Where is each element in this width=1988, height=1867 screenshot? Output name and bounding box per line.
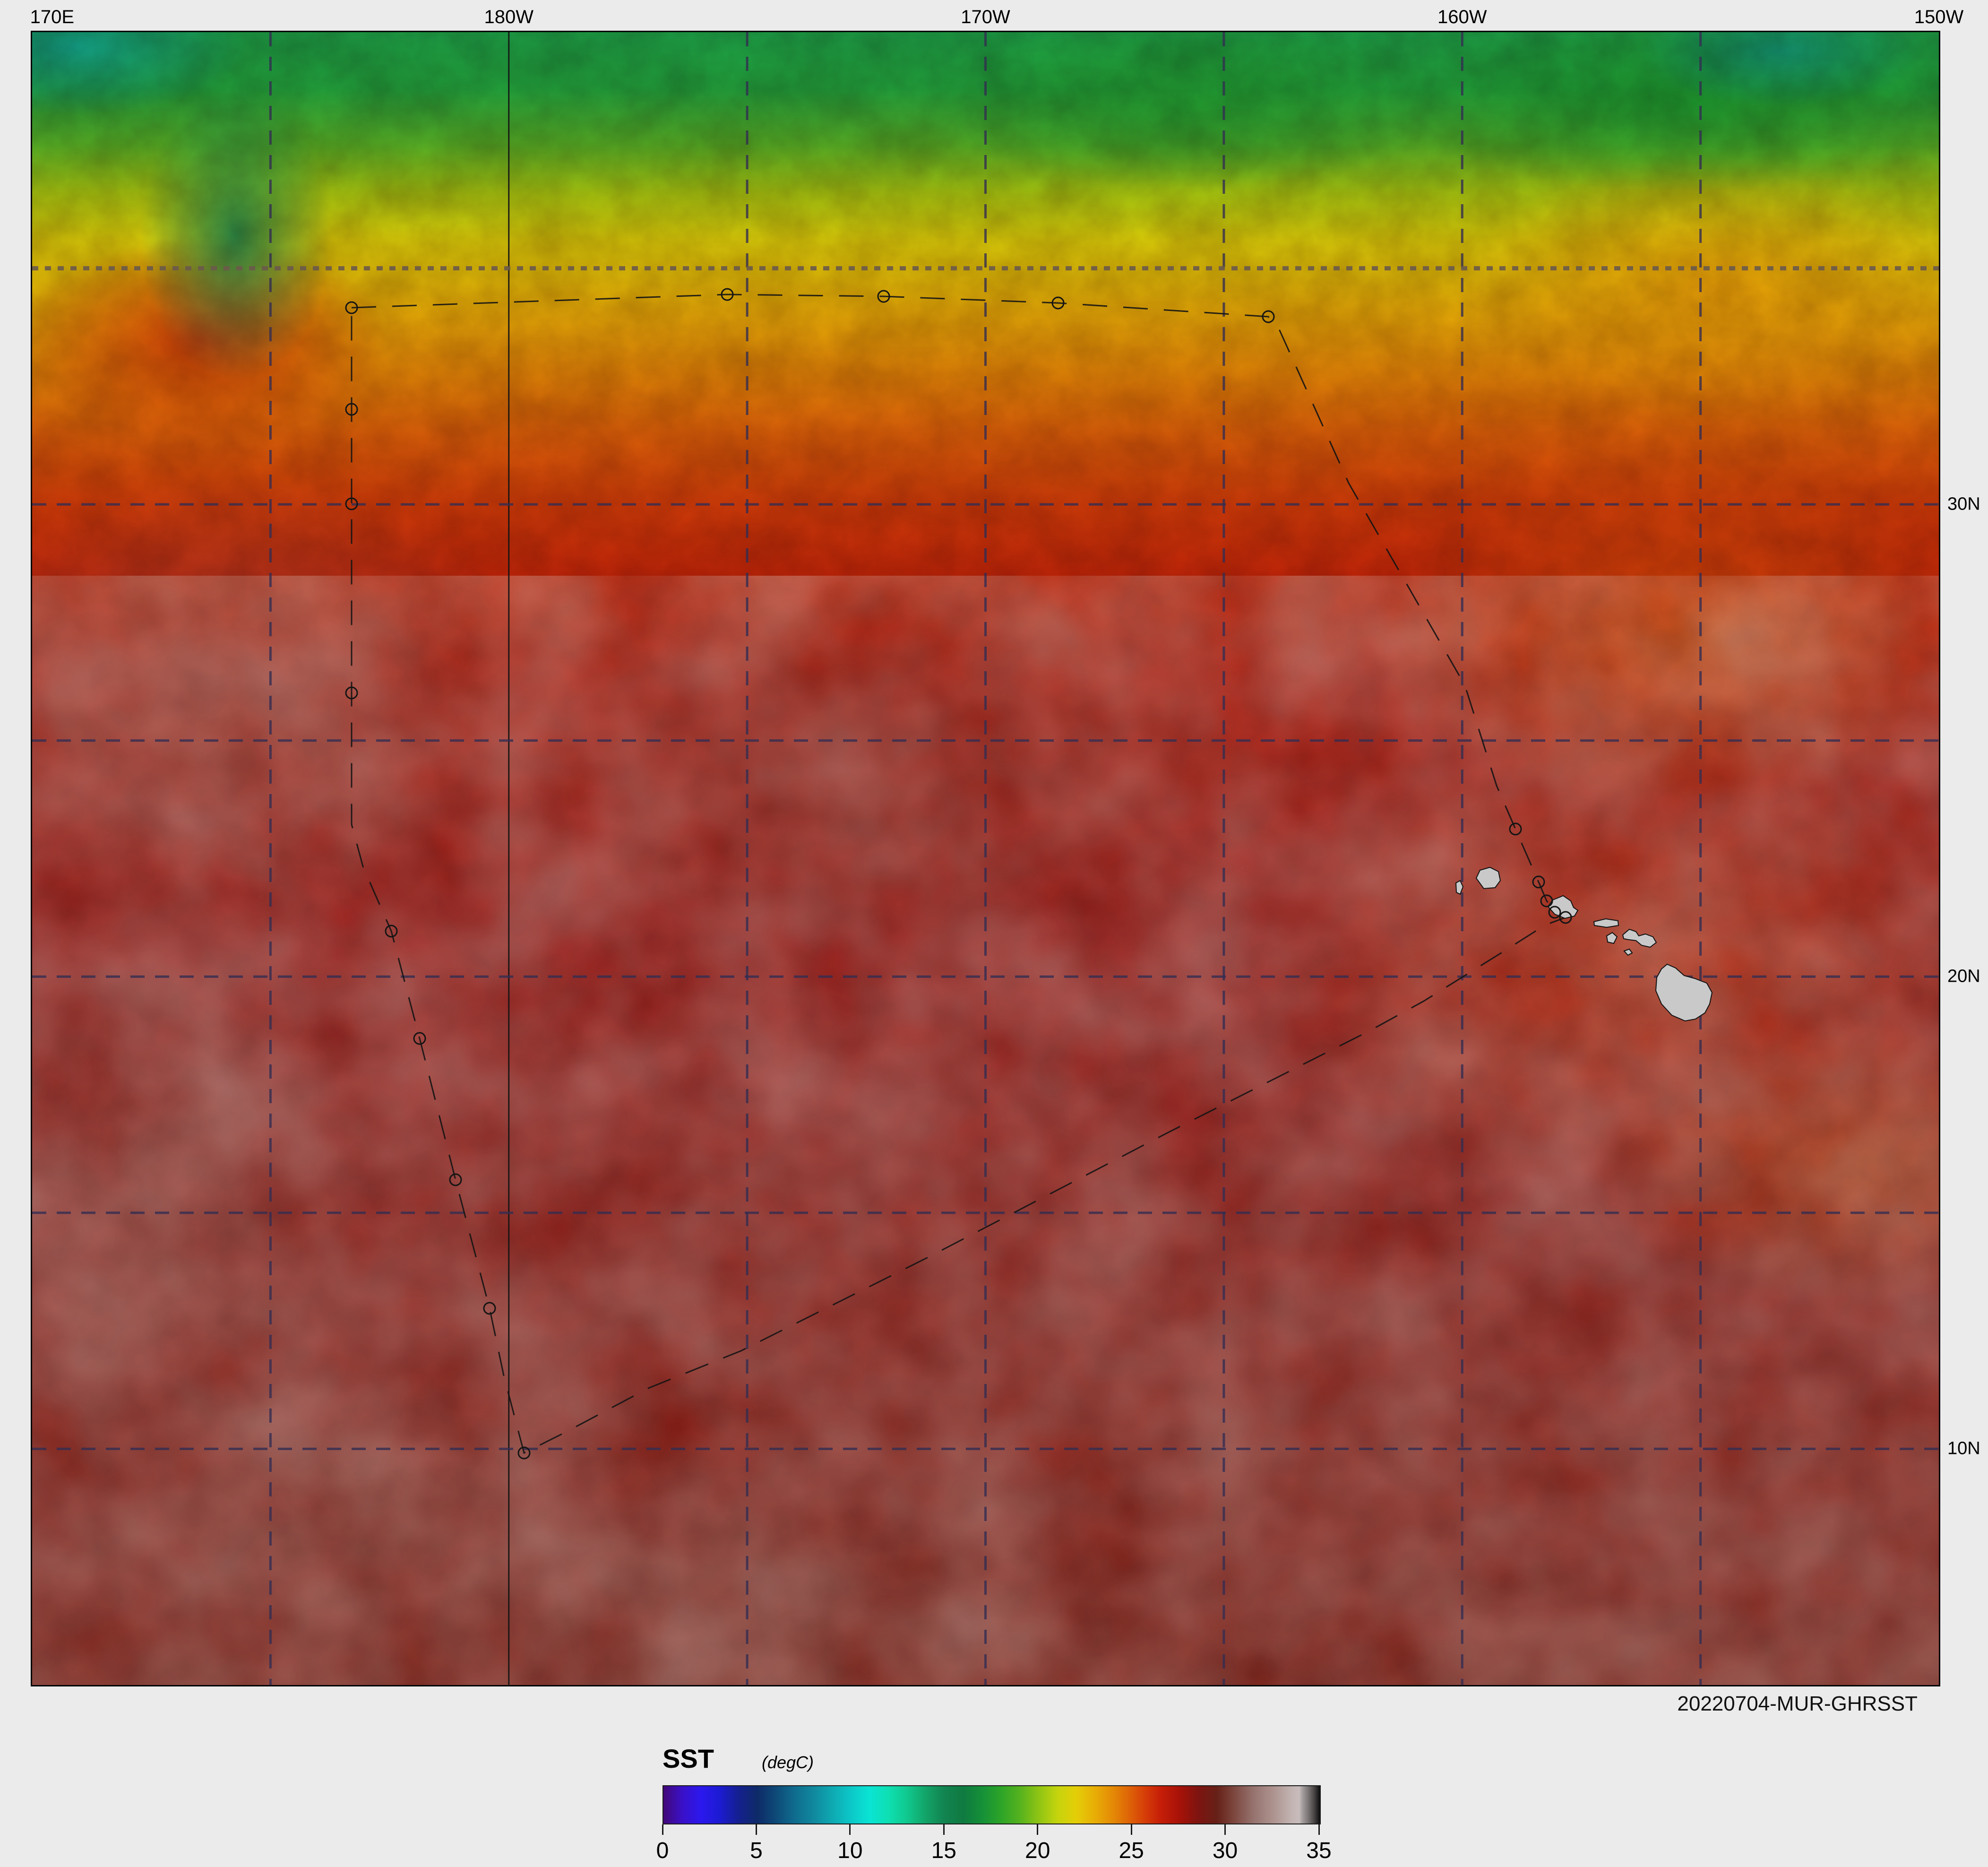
colorbar-tick-label: 25 xyxy=(1093,1838,1169,1864)
colorbar-tick-label: 15 xyxy=(906,1838,981,1864)
colorbar-gradient xyxy=(663,1785,1321,1824)
lat-label-20N: 20N xyxy=(1947,967,1980,987)
colorbar-title: SST xyxy=(663,1743,714,1774)
figure-root: 170E 180W 170W 160W 150W 30N 20N 10N 20220704-… xyxy=(0,0,1988,1867)
colorbar-units: (degC) xyxy=(762,1753,814,1772)
colorbar-tick-label: 35 xyxy=(1281,1838,1357,1864)
colorbar-tick xyxy=(849,1824,851,1835)
colorbar-tick-label: 30 xyxy=(1188,1838,1263,1864)
lon-label-170W: 170W xyxy=(961,7,1010,28)
colorbar-tick xyxy=(1037,1824,1038,1835)
colorbar-tick-label: 10 xyxy=(812,1838,888,1864)
colorbar-tick xyxy=(1224,1824,1226,1835)
lon-label-180W: 180W xyxy=(484,7,534,28)
colorbar-tick-label: 20 xyxy=(1000,1838,1076,1864)
colorbar-tick xyxy=(1318,1824,1320,1835)
colorbar-tick-label: 0 xyxy=(625,1838,700,1864)
colorbar-tick xyxy=(756,1824,757,1835)
colorbar-tick xyxy=(662,1824,663,1835)
colorbar-tick-label: 5 xyxy=(718,1838,794,1864)
map-overlay xyxy=(32,32,1939,1685)
lon-label-170E: 170E xyxy=(30,7,74,28)
product-date-label: 20220704-MUR-GHRSST xyxy=(1677,1692,1918,1716)
lat-label-30N: 30N xyxy=(1947,494,1980,515)
lon-label-150W: 150W xyxy=(1914,7,1964,28)
colorbar-tick xyxy=(943,1824,945,1835)
lat-label-10N: 10N xyxy=(1947,1439,1980,1459)
lon-label-160W: 160W xyxy=(1437,7,1487,28)
colorbar-tick xyxy=(1131,1824,1132,1835)
sst-map xyxy=(32,32,1939,1685)
